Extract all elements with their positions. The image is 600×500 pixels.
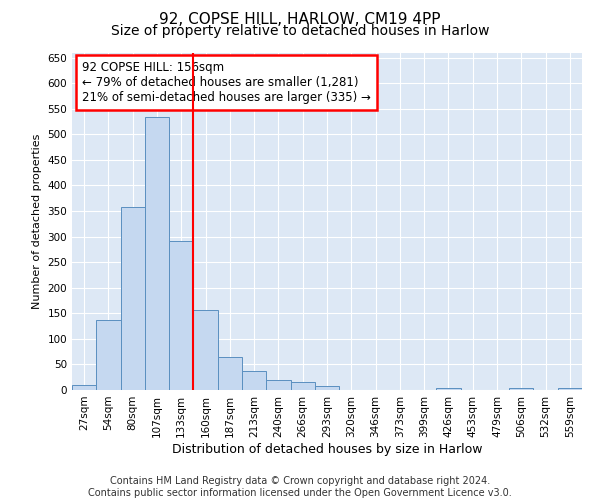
Bar [509, 388, 533, 390]
Bar [290, 382, 315, 390]
Text: 92, COPSE HILL, HARLOW, CM19 4PP: 92, COPSE HILL, HARLOW, CM19 4PP [159, 12, 441, 28]
Bar [266, 380, 290, 390]
Y-axis label: Number of detached properties: Number of detached properties [32, 134, 42, 309]
Bar [218, 357, 242, 390]
Bar [436, 388, 461, 390]
Bar [145, 118, 169, 390]
Bar [315, 386, 339, 390]
X-axis label: Distribution of detached houses by size in Harlow: Distribution of detached houses by size … [172, 442, 482, 456]
Bar [96, 320, 121, 390]
Bar [193, 310, 218, 390]
Bar [169, 240, 193, 390]
Bar [242, 370, 266, 390]
Text: Contains HM Land Registry data © Crown copyright and database right 2024.
Contai: Contains HM Land Registry data © Crown c… [88, 476, 512, 498]
Text: Size of property relative to detached houses in Harlow: Size of property relative to detached ho… [111, 24, 489, 38]
Bar [72, 385, 96, 390]
Text: 92 COPSE HILL: 156sqm
← 79% of detached houses are smaller (1,281)
21% of semi-d: 92 COPSE HILL: 156sqm ← 79% of detached … [82, 61, 371, 104]
Bar [121, 207, 145, 390]
Bar [558, 388, 582, 390]
